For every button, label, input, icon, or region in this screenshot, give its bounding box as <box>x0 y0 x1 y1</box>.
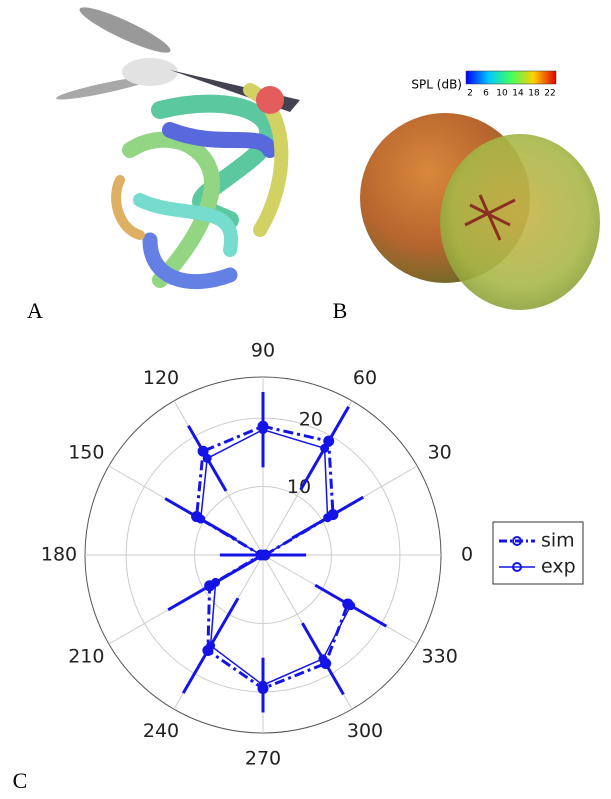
series-marker <box>211 577 221 587</box>
colorbar-tick-label: 6 <box>483 89 489 99</box>
panel-label: C <box>13 768 28 793</box>
series-marker <box>256 550 266 560</box>
legend-marker <box>512 536 522 546</box>
theta-tick-label: 240 <box>143 720 179 742</box>
series-marker <box>258 680 268 690</box>
series-line <box>199 428 352 686</box>
colorbar-tick-label: 14 <box>512 89 524 99</box>
theta-tick-label: 150 <box>68 442 104 464</box>
series-marker <box>346 601 356 611</box>
series-marker <box>202 453 212 463</box>
theta-tick-label: 180 <box>41 544 77 566</box>
series-marker <box>196 514 206 524</box>
theta-tick-label: 30 <box>428 442 452 464</box>
series-line <box>195 424 350 691</box>
legend-marker <box>512 562 522 572</box>
legend-label: exp <box>541 556 576 578</box>
series-marker <box>323 513 333 523</box>
panel-label: A <box>27 298 43 323</box>
theta-tick-label: 90 <box>251 340 275 362</box>
colorbar-tick-label: 2 <box>467 89 473 99</box>
series-marker <box>318 654 328 664</box>
theta-tick-label: 0 <box>461 544 473 566</box>
vortex-render <box>56 7 300 289</box>
theta-tick-label: 300 <box>347 720 383 742</box>
colorbar-tick-label: 22 <box>544 89 555 99</box>
colorbar-label: SPL (dB) <box>411 78 462 92</box>
colorbar-tick-label: 18 <box>528 89 540 99</box>
theta-tick-label: 60 <box>353 367 377 389</box>
theta-tick-label: 210 <box>68 646 104 668</box>
colorbar <box>465 70 557 85</box>
theta-tick-label: 330 <box>422 646 458 668</box>
theta-tick-label: 120 <box>143 367 179 389</box>
r-tick-label: 20 <box>299 409 323 431</box>
theta-tick-label: 270 <box>245 748 281 770</box>
colorbar-tick-label: 10 <box>496 89 508 99</box>
directivity-render <box>360 113 600 310</box>
legend <box>492 521 584 585</box>
series-marker <box>320 443 330 453</box>
panel-label: B <box>333 298 348 323</box>
series-marker <box>258 425 268 435</box>
series-marker <box>206 641 216 651</box>
legend-label: sim <box>541 530 575 552</box>
